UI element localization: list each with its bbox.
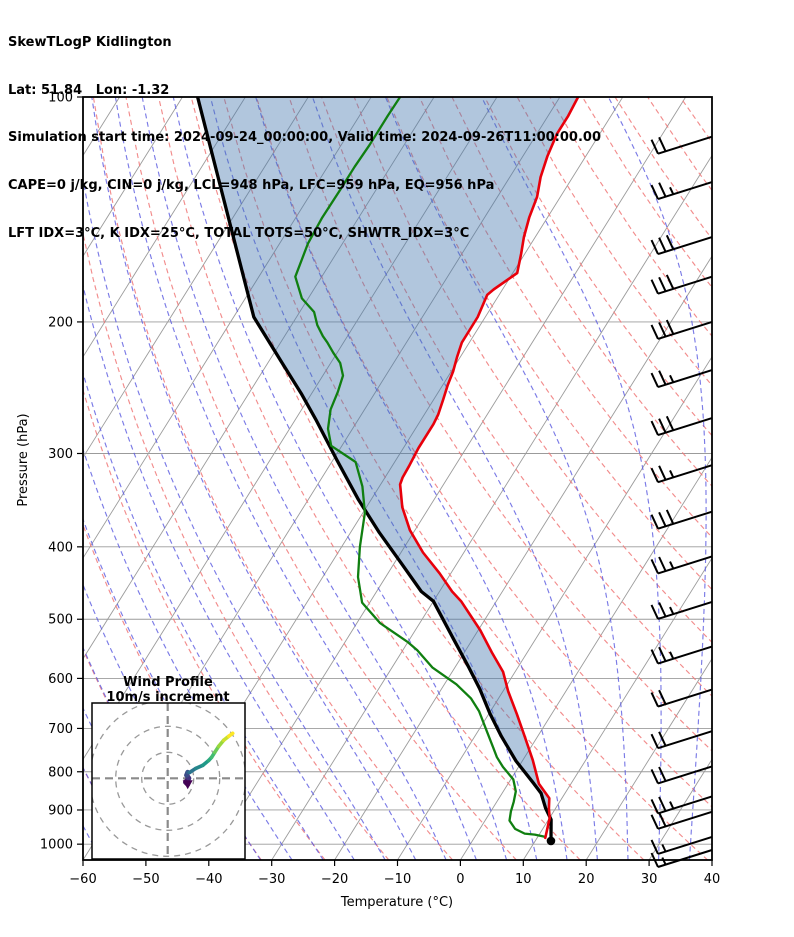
chart-title: SkewTLogP Kidlington: [8, 34, 172, 50]
svg-text:−10: −10: [384, 872, 411, 887]
x-axis-label: Temperature (°C): [340, 895, 453, 910]
profile-curves: [195, 97, 580, 846]
stability-values-line2: LFT IDX=3°C, K IDX=25°C, TOTAL TOTS=50°C…: [8, 225, 470, 241]
parcel-curve: [195, 97, 553, 843]
svg-text:300: 300: [48, 447, 73, 462]
hodograph-title-line2: 10m/s increment: [106, 690, 229, 705]
stability-values-line1: CAPE=0 j/kg, CIN=0 j/kg, LCL=948 hPa, LF…: [8, 177, 495, 193]
temperature-axis: −60 −50 −40 −30 −20 −10 0 10 20 30 40: [69, 860, 720, 887]
svg-text:30: 30: [641, 872, 658, 887]
svg-text:−30: −30: [258, 872, 285, 887]
y-axis-label: Pressure (hPa): [16, 413, 31, 506]
svg-text:900: 900: [48, 803, 73, 818]
cape-shading: [197, 97, 579, 814]
svg-text:200: 200: [48, 315, 73, 330]
svg-text:−50: −50: [132, 872, 159, 887]
svg-text:10: 10: [515, 872, 532, 887]
surface-parcel-dot: [546, 836, 556, 846]
svg-text:40: 40: [704, 872, 721, 887]
svg-text:500: 500: [48, 613, 73, 628]
hodograph-title-line1: Wind Profile: [123, 675, 213, 690]
svg-text:−20: −20: [321, 872, 348, 887]
simulation-times: Simulation start time: 2024-09-24_00:00:…: [8, 130, 601, 146]
svg-text:100: 100: [48, 91, 73, 106]
wind-barbs: [650, 135, 713, 868]
svg-text:0: 0: [456, 872, 464, 887]
svg-text:−40: −40: [195, 872, 222, 887]
dewpoint-curve: [294, 97, 546, 838]
temperature-curve: [398, 97, 580, 840]
svg-text:700: 700: [48, 722, 73, 737]
svg-text:−60: −60: [69, 872, 96, 887]
svg-text:1000: 1000: [40, 838, 73, 853]
svg-text:20: 20: [578, 872, 595, 887]
svg-text:400: 400: [48, 540, 73, 555]
svg-text:600: 600: [48, 672, 73, 687]
svg-text:800: 800: [48, 765, 73, 780]
header-block: SkewTLogP Kidlington Lat: 51.84 Lon: -1.…: [8, 3, 601, 273]
station-coordinates: Lat: 51.84 Lon: -1.32: [8, 82, 170, 98]
hodograph-inset: [91, 702, 246, 860]
pressure-axis: 100 200 300 400 500 600 700 800 900 1000: [40, 91, 83, 853]
